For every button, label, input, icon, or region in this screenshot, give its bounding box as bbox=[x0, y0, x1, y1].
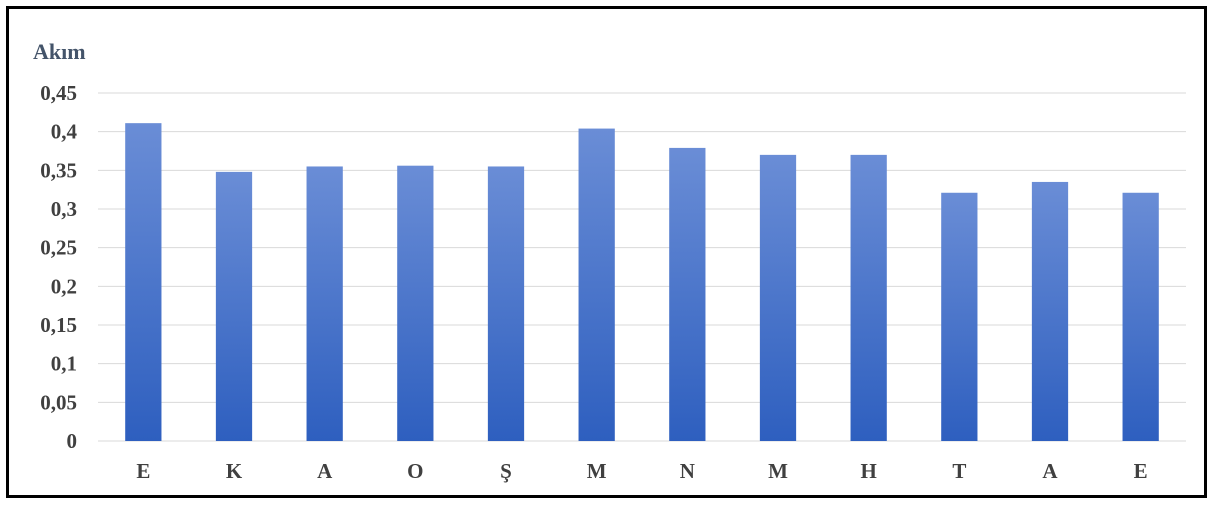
bar bbox=[669, 147, 706, 441]
bar bbox=[941, 192, 978, 441]
bar bbox=[578, 128, 615, 441]
y-tick-label: 0,1 bbox=[51, 352, 77, 376]
y-tick-label: 0,2 bbox=[51, 274, 77, 298]
x-category-label: Ş bbox=[500, 459, 512, 483]
y-tick-label: 0,15 bbox=[40, 313, 77, 337]
x-category-label: M bbox=[587, 459, 607, 483]
chart-frame: Akım 0 0,05 0,1 0,15 0,2 0,25 0,3 0,35 0,4 0,45 E… bbox=[6, 6, 1207, 498]
x-category-label: M bbox=[768, 459, 788, 483]
x-category-label: A bbox=[1042, 459, 1058, 483]
y-axis-ticks: 0 0,05 0,1 0,15 0,2 0,25 0,3 0,35 0,4 0,45 bbox=[40, 81, 77, 453]
y-tick-label: 0,35 bbox=[40, 158, 77, 182]
x-category-label: N bbox=[680, 459, 695, 483]
bar bbox=[759, 154, 797, 441]
bar bbox=[1031, 181, 1069, 441]
y-tick-label: 0,05 bbox=[40, 390, 77, 414]
x-category-label: T bbox=[952, 459, 966, 483]
y-tick-label: 0,4 bbox=[51, 120, 78, 144]
bar bbox=[215, 171, 253, 441]
y-axis-title: Akım bbox=[33, 39, 86, 64]
bar bbox=[850, 154, 887, 441]
x-category-label: A bbox=[317, 459, 333, 483]
x-category-label: E bbox=[1134, 459, 1148, 483]
bar bbox=[125, 123, 162, 441]
y-tick-label: 0,3 bbox=[51, 197, 77, 221]
x-category-label: E bbox=[136, 459, 150, 483]
bar-chart: Akım 0 0,05 0,1 0,15 0,2 0,25 0,3 0,35 0,4 0,45 E… bbox=[33, 39, 1186, 483]
x-category-label: H bbox=[860, 459, 876, 483]
x-category-label: K bbox=[226, 459, 243, 483]
y-tick-label: 0 bbox=[67, 429, 78, 453]
gridlines bbox=[98, 92, 1186, 442]
x-category-label: O bbox=[407, 459, 423, 483]
y-tick-label: 0,45 bbox=[40, 81, 77, 105]
bar bbox=[1122, 192, 1159, 441]
bar bbox=[397, 165, 434, 441]
bar bbox=[306, 166, 343, 441]
bar bbox=[487, 166, 525, 441]
bars bbox=[125, 123, 1159, 441]
y-tick-label: 0,25 bbox=[40, 236, 77, 260]
